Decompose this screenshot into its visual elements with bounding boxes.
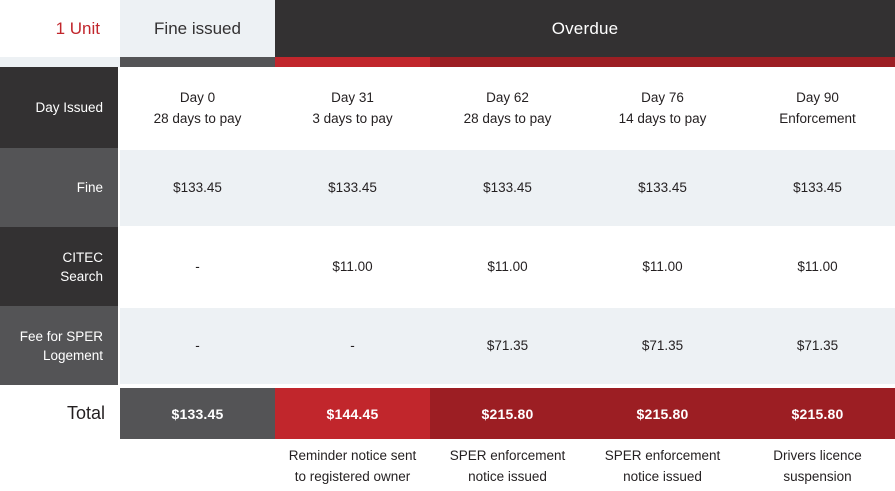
- fine-cells: $133.45 $133.45 $133.45 $133.45 $133.45: [120, 148, 895, 227]
- note-reminder: Reminder notice sent to registered owner: [288, 448, 417, 484]
- fine-cell: $133.45: [173, 180, 222, 195]
- day-cell: Day 76 14 days to pay: [618, 89, 707, 126]
- citec-cell: $11.00: [797, 259, 838, 274]
- overdue-header: Overdue: [275, 0, 895, 57]
- fine-cell: $133.45: [638, 180, 687, 195]
- strip-left: [0, 57, 120, 67]
- citec-cell: $11.00: [487, 259, 528, 274]
- row-label-day-issued: Day Issued: [0, 67, 120, 148]
- fine-cell: $133.45: [328, 180, 377, 195]
- sper-cell: -: [195, 338, 200, 353]
- sper-cell: -: [350, 338, 355, 353]
- fine-cell: $133.45: [483, 180, 532, 195]
- total-cell: $144.45: [275, 388, 430, 439]
- day-cell: Day 90 Enforcement: [779, 89, 856, 126]
- note-licence-suspension: Drivers licence suspension: [773, 448, 862, 484]
- fine-cell: $133.45: [793, 180, 842, 195]
- day-issued-cells: Day 0 28 days to pay Day 31 3 days to pay …: [120, 67, 895, 148]
- unit-header: 1 Unit: [0, 0, 120, 57]
- day-cell: Day 62 28 days to pay: [463, 89, 552, 126]
- overdue-label: Overdue: [551, 18, 619, 38]
- row-label-sper-fee: Fee for SPER Logement: [0, 306, 120, 385]
- total-cell: $133.45: [120, 388, 275, 439]
- day-cell: Day 31 3 days to pay: [312, 89, 393, 126]
- day-cell: Day 0 28 days to pay: [153, 89, 242, 126]
- header-row: 1 Unit Fine issued Overdue: [0, 0, 895, 57]
- fine-row: Fine $133.45 $133.45 $133.45 $133.45 $13…: [0, 148, 895, 227]
- unit-label: 1 Unit: [55, 18, 100, 38]
- strip-fine-issued: [120, 57, 275, 67]
- row-label-fine: Fine: [0, 148, 120, 227]
- citec-cells: - $11.00 $11.00 $11.00 $11.00: [120, 227, 895, 306]
- citec-cell: -: [195, 259, 200, 274]
- strip-overdue-start: [275, 57, 430, 67]
- total-cell: $215.80: [585, 388, 740, 439]
- citec-cell: $11.00: [642, 259, 683, 274]
- total-cell: $215.80: [740, 388, 895, 439]
- citec-cell: $11.00: [332, 259, 373, 274]
- row-label-total: Total: [0, 388, 120, 439]
- sper-fee-row: Fee for SPER Logement - - $71.35 $71.35 …: [0, 306, 895, 385]
- notes-row: Reminder notice sent to registered owner …: [0, 439, 895, 491]
- row-label-citec-search: CITEC Search: [0, 227, 120, 306]
- total-row: Total $133.45 $144.45 $215.80 $215.80 $2…: [0, 388, 895, 439]
- sper-cells: - - $71.35 $71.35 $71.35: [120, 306, 895, 385]
- accent-strip: [0, 57, 895, 67]
- strip-overdue-rest: [430, 57, 895, 67]
- sper-cell: $71.35: [641, 338, 684, 353]
- sper-cell: $71.35: [486, 338, 529, 353]
- note-sper-2: SPER enforcement notice issued: [604, 448, 721, 484]
- sper-cell: $71.35: [796, 338, 839, 353]
- note-sper-1: SPER enforcement notice issued: [449, 448, 566, 484]
- citec-search-row: CITEC Search - $11.00 $11.00 $11.00 $11.…: [0, 227, 895, 306]
- fine-issued-label: Fine issued: [154, 18, 241, 38]
- notes-empty-left: [0, 439, 120, 491]
- notes-empty-col1: [120, 439, 275, 491]
- total-cell: $215.80: [430, 388, 585, 439]
- day-issued-row: Day Issued Day 0 28 days to pay Day 31 3 d…: [0, 67, 895, 148]
- fine-issued-header: Fine issued: [120, 0, 275, 57]
